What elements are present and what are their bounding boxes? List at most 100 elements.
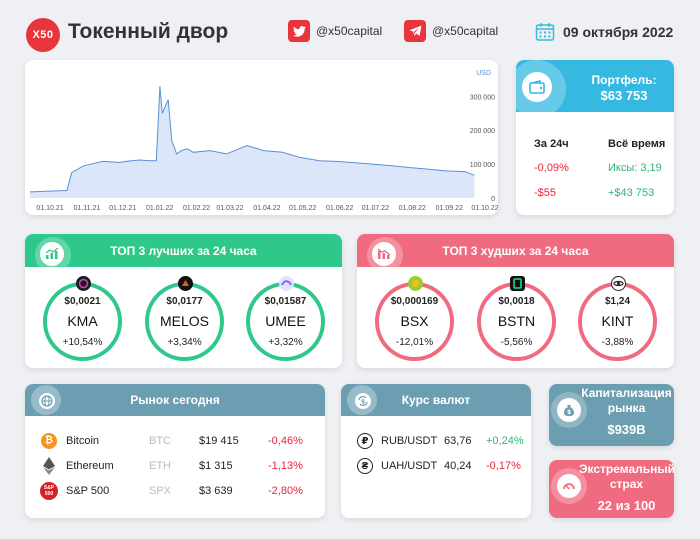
hryvnia-icon: ₴ xyxy=(357,458,373,474)
kma-icon xyxy=(76,276,91,291)
telegram-icon xyxy=(404,20,426,42)
fear-greed-value: 22 из 100 xyxy=(597,498,656,513)
x-tick-label: 01.12.21 xyxy=(109,205,136,212)
chart-area-fill xyxy=(30,86,475,198)
umee-icon xyxy=(279,276,294,291)
svg-text:$: $ xyxy=(361,399,365,406)
asset-name: Ethereum xyxy=(66,460,114,472)
asset-change: -0,46% xyxy=(268,435,303,447)
y-tick-label: 300 000 xyxy=(470,94,495,101)
svg-text:$: $ xyxy=(567,409,571,416)
ethereum-icon xyxy=(41,457,57,478)
top-gainers-card: ТОП 3 лучших за 24 часа $0,0021 KMA +10,… xyxy=(25,234,342,368)
fx-rate: 63,76 xyxy=(444,435,472,447)
sp500-icon: S&P 500 xyxy=(40,482,58,500)
x50-logo: X50 xyxy=(26,18,60,52)
x-tick-label: 01.01.22 xyxy=(146,205,173,212)
coin-card-kint[interactable]: $1,24 KINT -3,88% xyxy=(578,276,657,361)
portfolio-chart-card: 300 000 200 000 100 000 0 USD 01.10.21 01.11.2… xyxy=(25,60,498,215)
portfolio-alltime-usd: +$43 753 xyxy=(608,187,655,199)
coin-card-umee[interactable]: $0,01587 UMEE +3,32% xyxy=(246,276,325,361)
chart-up-icon xyxy=(40,242,64,266)
money-bag-icon: $ xyxy=(557,398,581,422)
top-losers-title: ТОП 3 худших за 24 часа xyxy=(442,243,589,258)
portfolio-x-multiplier: Иксы: 3,19 xyxy=(608,162,662,174)
gauge-icon xyxy=(557,474,581,498)
market-row-ethereum[interactable]: Ethereum ETH $1 315 -1,13% xyxy=(25,457,325,477)
portfolio-24h-percent: -0,09% xyxy=(534,162,569,174)
fx-rate: 40,24 xyxy=(444,460,472,472)
bitcoin-icon: ₿ xyxy=(41,433,57,449)
market-cap-title: Капитализация рынка xyxy=(581,386,672,415)
asset-price: $1 315 xyxy=(199,460,233,472)
coin-change: -12,01% xyxy=(395,337,434,348)
asset-ticker: BTC xyxy=(149,435,171,447)
chart-unit-label: USD xyxy=(476,70,491,77)
x-tick-label: 01.07.22 xyxy=(362,205,389,212)
market-title: Рынок сегодня xyxy=(130,393,220,407)
y-tick-label: 0 xyxy=(491,196,495,203)
coin-card-kma[interactable]: $0,0021 KMA +10,54% xyxy=(43,276,122,361)
fx-row-rub[interactable]: ₽ RUB/USDT 63,76 +0,24% xyxy=(341,432,531,452)
coin-price: $0,01587 xyxy=(264,296,307,307)
telegram-handle: @x50capital xyxy=(432,24,499,38)
bstn-icon xyxy=(510,276,525,291)
melos-icon xyxy=(178,276,193,291)
twitter-handle: @x50capital xyxy=(316,24,383,38)
coin-symbol: BSX xyxy=(400,313,429,329)
fear-greed-title: Экстремальный страх xyxy=(579,462,674,491)
y-tick-label: 200 000 xyxy=(470,128,495,135)
fx-header: $ Курс валют xyxy=(341,384,531,416)
portfolio-value: $63 753 xyxy=(600,88,648,103)
portfolio-card: Портфель: $63 753 За 24ч Всё время -0,09… xyxy=(516,60,674,215)
coin-card-bstn[interactable]: $0,0018 BSTN -5,56% xyxy=(477,276,556,361)
chart-series-line xyxy=(29,86,475,193)
portfolio-24h-usd: -$55 xyxy=(534,187,557,199)
asset-change: -1,13% xyxy=(268,460,303,472)
y-tick-label: 100 000 xyxy=(470,162,495,169)
header: X50 Токенный двор @x50capital @x50capita… xyxy=(0,0,700,62)
market-row-bitcoin[interactable]: ₿ Bitcoin BTC $19 415 -0,46% xyxy=(25,432,325,452)
coin-symbol: BSTN xyxy=(497,313,536,329)
twitter-link[interactable]: @x50capital xyxy=(288,20,382,42)
report-date: 09 октября 2022 xyxy=(535,22,673,42)
market-today-card: Рынок сегодня ₿ Bitcoin BTC $19 415 -0,4… xyxy=(25,384,325,518)
chart-down-icon xyxy=(372,242,396,266)
x-tick-label: 01.06.22 xyxy=(326,205,353,212)
coin-price: $1,24 xyxy=(604,296,631,307)
market-row-sp500[interactable]: S&P 500 S&P 500 SPX $3 639 -2,80% xyxy=(25,482,325,502)
x-tick-label: 01.05.22 xyxy=(289,205,316,212)
top-gainers-header: ТОП 3 лучших за 24 часа xyxy=(25,234,342,267)
coin-price: $0,000169 xyxy=(390,296,439,307)
top-losers-card: ТОП 3 худших за 24 часа $0,000169 BSX -1… xyxy=(357,234,674,368)
coin-symbol: UMEE xyxy=(265,313,306,329)
coin-card-bsx[interactable]: $0,000169 BSX -12,01% xyxy=(375,276,454,361)
asset-name: S&P 500 xyxy=(66,485,110,497)
x-tick-label: 01.08.22 xyxy=(399,205,426,212)
portfolio-area-chart: 300 000 200 000 100 000 0 USD 01.10.21 01.11.2… xyxy=(29,70,498,212)
top-losers-header: ТОП 3 худших за 24 часа xyxy=(357,234,674,267)
market-cap-value: $939B xyxy=(607,422,646,437)
asset-price: $3 639 xyxy=(199,485,233,497)
fx-row-uah[interactable]: ₴ UAH/USDT 40,24 -0,17% xyxy=(341,457,531,477)
fx-change: -0,17% xyxy=(486,460,521,472)
coin-symbol: KMA xyxy=(67,313,98,329)
fear-greed-card: Экстремальный страх 22 из 100 xyxy=(549,460,674,518)
x-tick-label: 01.10.22 xyxy=(471,205,498,212)
x-tick-label: 01.10.21 xyxy=(36,205,63,212)
coin-price: $0,0177 xyxy=(166,296,203,307)
coin-price: $0,0021 xyxy=(64,296,101,307)
col-alltime-header: Всё время xyxy=(608,138,666,150)
telegram-link[interactable]: @x50capital xyxy=(404,20,498,42)
market-header: Рынок сегодня xyxy=(25,384,325,416)
x-tick-label: 01.02.22 xyxy=(183,205,210,212)
coin-change: -5,56% xyxy=(500,337,533,348)
currency-rates-card: $ Курс валют ₽ RUB/USDT 63,76 +0,24% ₴ U… xyxy=(341,384,531,518)
top-gainers-title: ТОП 3 лучших за 24 часа xyxy=(110,243,257,258)
coin-symbol: MELOS xyxy=(159,313,209,329)
page-title: Токенный двор xyxy=(68,20,229,43)
globe-icon xyxy=(39,393,55,409)
coin-card-melos[interactable]: $0,0177 MELOS +3,34% xyxy=(145,276,224,361)
coin-symbol: KINT xyxy=(601,313,634,329)
fx-pair: UAH/USDT xyxy=(381,460,438,472)
